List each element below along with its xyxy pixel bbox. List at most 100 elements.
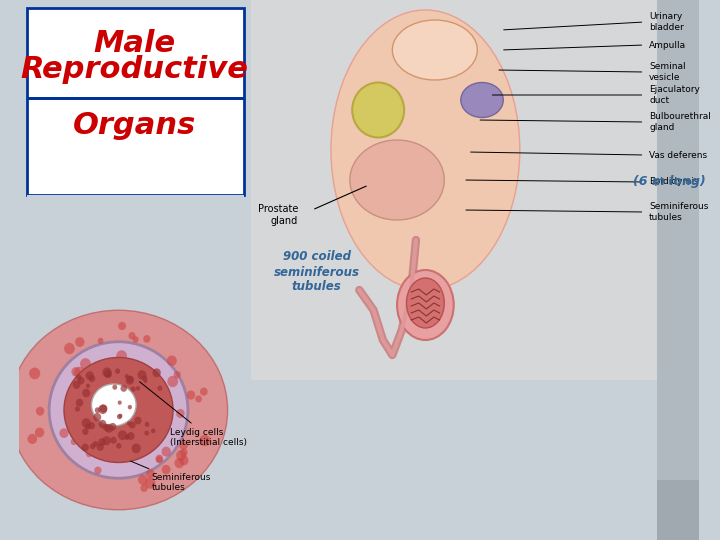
Text: Leydig cells
(Interstitial cells): Leydig cells (Interstitial cells) <box>140 382 248 447</box>
Ellipse shape <box>195 395 202 402</box>
Bar <box>657 0 699 540</box>
Ellipse shape <box>115 368 120 374</box>
Ellipse shape <box>81 443 89 451</box>
Bar <box>27 97 244 100</box>
Ellipse shape <box>95 407 100 413</box>
Text: Bulbourethral
gland: Bulbourethral gland <box>649 112 711 132</box>
Text: Epididymis: Epididymis <box>649 178 698 186</box>
Ellipse shape <box>127 405 132 409</box>
Ellipse shape <box>125 434 130 438</box>
Ellipse shape <box>127 432 135 440</box>
Ellipse shape <box>102 436 111 446</box>
Bar <box>251 0 657 380</box>
Ellipse shape <box>145 477 156 489</box>
Ellipse shape <box>118 322 126 330</box>
Ellipse shape <box>134 417 142 424</box>
Ellipse shape <box>129 422 135 429</box>
Ellipse shape <box>86 450 92 457</box>
Ellipse shape <box>91 384 136 426</box>
Ellipse shape <box>94 467 102 474</box>
Ellipse shape <box>105 424 113 433</box>
Ellipse shape <box>75 407 80 411</box>
Ellipse shape <box>174 371 181 379</box>
Ellipse shape <box>161 447 171 457</box>
Ellipse shape <box>64 343 75 354</box>
Ellipse shape <box>128 332 135 340</box>
Text: Seminiferous
tubules: Seminiferous tubules <box>130 461 211 492</box>
Ellipse shape <box>120 385 127 392</box>
Ellipse shape <box>93 413 102 421</box>
Ellipse shape <box>132 443 141 453</box>
Ellipse shape <box>109 423 117 430</box>
Ellipse shape <box>112 384 117 390</box>
Ellipse shape <box>142 375 148 381</box>
Ellipse shape <box>118 430 127 440</box>
Ellipse shape <box>98 438 106 446</box>
Ellipse shape <box>77 377 84 384</box>
Ellipse shape <box>99 404 107 414</box>
Text: Male: Male <box>94 29 176 57</box>
Ellipse shape <box>75 337 84 347</box>
Ellipse shape <box>144 379 148 383</box>
Ellipse shape <box>179 441 188 450</box>
Ellipse shape <box>167 355 177 366</box>
Ellipse shape <box>102 367 112 377</box>
Ellipse shape <box>167 376 178 387</box>
Ellipse shape <box>73 381 81 389</box>
Ellipse shape <box>80 358 91 370</box>
Text: Ampulla: Ampulla <box>649 40 686 50</box>
Ellipse shape <box>392 20 477 80</box>
Ellipse shape <box>162 465 171 474</box>
Ellipse shape <box>143 335 150 343</box>
Ellipse shape <box>119 414 122 418</box>
Ellipse shape <box>71 438 77 445</box>
Text: Reproductive: Reproductive <box>21 55 248 84</box>
Ellipse shape <box>125 374 129 379</box>
Ellipse shape <box>151 428 156 433</box>
Ellipse shape <box>35 428 44 437</box>
Bar <box>27 8 244 195</box>
Ellipse shape <box>93 441 98 447</box>
Ellipse shape <box>145 430 149 436</box>
Ellipse shape <box>156 456 163 463</box>
Ellipse shape <box>180 448 188 456</box>
Ellipse shape <box>146 469 155 478</box>
Text: Vas deferens: Vas deferens <box>649 151 707 159</box>
Ellipse shape <box>89 375 95 382</box>
Ellipse shape <box>331 10 520 290</box>
Ellipse shape <box>86 383 90 388</box>
Text: 900 coiled
seminiferous
tubules: 900 coiled seminiferous tubules <box>274 251 360 294</box>
Ellipse shape <box>85 423 91 430</box>
Ellipse shape <box>96 443 104 451</box>
Ellipse shape <box>82 389 90 397</box>
Ellipse shape <box>461 83 503 118</box>
Ellipse shape <box>74 367 85 378</box>
Ellipse shape <box>71 367 80 376</box>
Ellipse shape <box>176 450 186 461</box>
Ellipse shape <box>107 373 111 377</box>
Ellipse shape <box>99 420 107 428</box>
Ellipse shape <box>158 386 162 391</box>
Ellipse shape <box>59 428 68 438</box>
Ellipse shape <box>350 140 444 220</box>
Bar <box>657 480 699 540</box>
Ellipse shape <box>82 428 89 435</box>
Ellipse shape <box>186 390 195 400</box>
Ellipse shape <box>103 424 109 431</box>
Text: Seminal
vesicle: Seminal vesicle <box>649 62 685 82</box>
Ellipse shape <box>126 376 134 384</box>
Ellipse shape <box>127 421 131 426</box>
Text: Prostate
gland: Prostate gland <box>258 204 298 226</box>
Ellipse shape <box>352 83 404 138</box>
Ellipse shape <box>136 386 140 390</box>
Ellipse shape <box>176 409 184 418</box>
Ellipse shape <box>199 435 210 446</box>
Bar <box>27 195 244 380</box>
Ellipse shape <box>117 414 122 419</box>
Text: Seminiferous
tubules: Seminiferous tubules <box>649 202 708 222</box>
Ellipse shape <box>117 401 122 405</box>
Ellipse shape <box>116 443 122 449</box>
Ellipse shape <box>156 455 163 463</box>
Ellipse shape <box>132 336 139 343</box>
Ellipse shape <box>36 407 45 416</box>
